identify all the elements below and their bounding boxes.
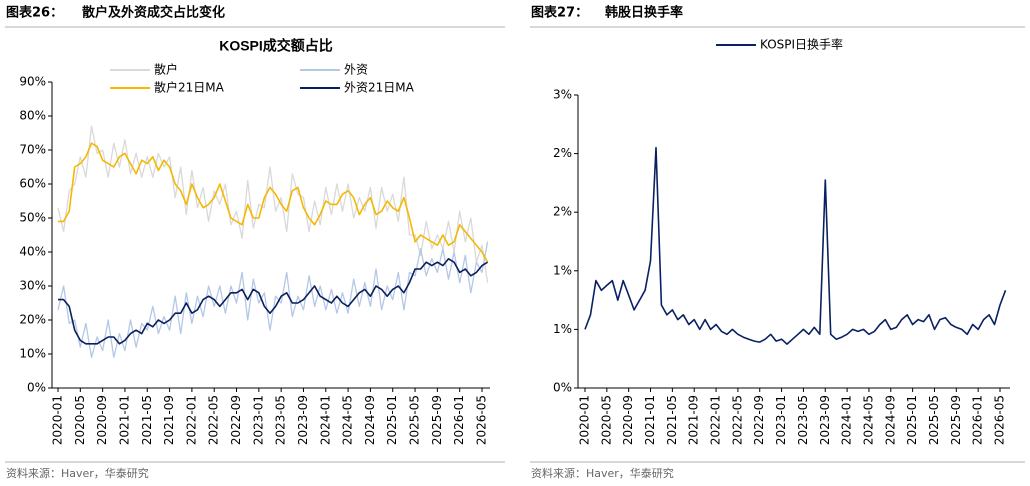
series-line [57, 125, 489, 283]
x-tick-label: 2023-01 [251, 395, 265, 445]
x-tick-label: 2026-01 [971, 395, 985, 445]
figure-label: 图表27： [531, 5, 588, 21]
y-tick-label: 0% [553, 381, 572, 395]
legend-label: 外资21日MA [344, 81, 415, 95]
x-tick-label: 2025-01 [385, 395, 399, 445]
x-tick-label: 2021-09 [162, 395, 176, 445]
x-tick-label: 2021-05 [665, 395, 679, 445]
y-tick-label: 80% [19, 109, 46, 123]
x-tick-label: 2022-05 [730, 395, 744, 445]
y-tick-label: 3% [553, 88, 572, 102]
y-tick-label: 20% [19, 313, 46, 327]
legend-label: 散户21日MA [154, 80, 225, 95]
y-tick-label: 10% [19, 347, 46, 361]
x-tick-label: 2023-05 [796, 395, 810, 445]
x-tick-label: 2021-09 [687, 395, 701, 445]
x-tick-label: 2026-01 [452, 395, 466, 445]
y-tick-label: 1% [553, 263, 572, 277]
x-tick-label: 2020-01 [578, 395, 592, 445]
x-tick-label: 2024-05 [861, 395, 875, 445]
y-tick-label: 2% [553, 205, 572, 219]
source: 资料来源：Haver，华泰研究 [6, 466, 149, 480]
x-tick-label: 2024-09 [883, 395, 897, 445]
x-tick-label: 2022-05 [207, 395, 221, 445]
x-tick-label: 2025-05 [408, 395, 422, 445]
x-tick-label: 2024-01 [318, 395, 332, 445]
legend-label: KOSPI日换手率 [760, 37, 843, 52]
x-tick-label: 2023-09 [296, 395, 310, 445]
y-tick-label: 60% [19, 177, 46, 191]
x-tick-label: 2025-09 [430, 395, 444, 445]
x-tick-label: 2020-05 [73, 395, 87, 445]
x-tick-label: 2020-01 [51, 395, 65, 445]
x-tick-label: 2025-09 [949, 395, 963, 445]
x-tick-label: 2022-01 [184, 395, 198, 445]
x-tick-label: 2020-09 [95, 395, 109, 445]
y-tick-label: 90% [19, 75, 46, 89]
x-tick-label: 2021-05 [140, 395, 154, 445]
x-tick-label: 2024-01 [840, 395, 854, 445]
y-tick-label: 70% [19, 143, 46, 157]
series-line [584, 146, 1007, 345]
x-tick-label: 2026-05 [475, 395, 489, 445]
legend-label: 散户 [154, 62, 178, 77]
y-tick-label: 40% [19, 245, 46, 259]
x-tick-label: 2023-05 [274, 395, 288, 445]
series-line [58, 142, 489, 263]
y-tick-label: 0% [27, 381, 46, 395]
x-tick-label: 2023-01 [774, 395, 788, 445]
x-tick-label: 2020-05 [599, 395, 613, 445]
x-tick-label: 2021-01 [643, 395, 657, 445]
figure-label: 图表26： [6, 5, 63, 21]
x-tick-label: 2025-05 [927, 395, 941, 445]
figure-caption: 散户及外资成交占比变化 [82, 5, 225, 21]
x-tick-label: 2020-09 [621, 395, 635, 445]
x-tick-label: 2022-01 [709, 395, 723, 445]
source: 资料来源：Haver，华泰研究 [531, 466, 674, 480]
x-tick-label: 2026-05 [993, 395, 1007, 445]
y-tick-label: 2% [553, 146, 572, 160]
legend-label: 外资 [344, 63, 368, 77]
x-tick-label: 2022-09 [229, 395, 243, 445]
x-tick-label: 2023-09 [818, 395, 832, 445]
figure-caption: 韩股日换手率 [605, 5, 683, 21]
y-tick-label: 1% [553, 322, 572, 336]
y-tick-label: 50% [19, 211, 46, 225]
x-tick-label: 2021-01 [117, 395, 131, 445]
series-line [57, 241, 489, 359]
x-tick-label: 2024-05 [341, 395, 355, 445]
x-tick-label: 2024-09 [363, 395, 377, 445]
chart-title: KOSPI成交额占比 [219, 38, 333, 54]
x-tick-label: 2025-01 [905, 395, 919, 445]
x-tick-label: 2022-09 [752, 395, 766, 445]
y-tick-label: 30% [19, 279, 46, 293]
series-line [58, 258, 489, 345]
